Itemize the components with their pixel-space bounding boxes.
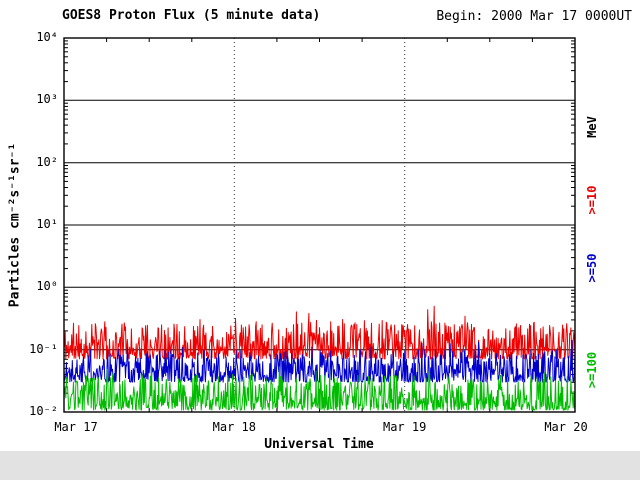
- plot-frame: [63, 37, 576, 413]
- y-axis-label: Particles cm⁻²s⁻¹sr⁻¹: [7, 142, 23, 308]
- series-line-100: [63, 365, 576, 411]
- series-line-10: [63, 305, 576, 360]
- chart-title: GOES8 Proton Flux (5 minute data): [62, 8, 321, 23]
- x-axis-label: Universal Time: [264, 437, 374, 452]
- begin-timestamp: Begin: 2000 Mar 17 0000UT: [436, 9, 632, 24]
- footer-bar: Updated 2000 Mar 19 23:56:03 NOAA/SEC Bo…: [0, 451, 640, 480]
- series-line-50: [63, 339, 576, 383]
